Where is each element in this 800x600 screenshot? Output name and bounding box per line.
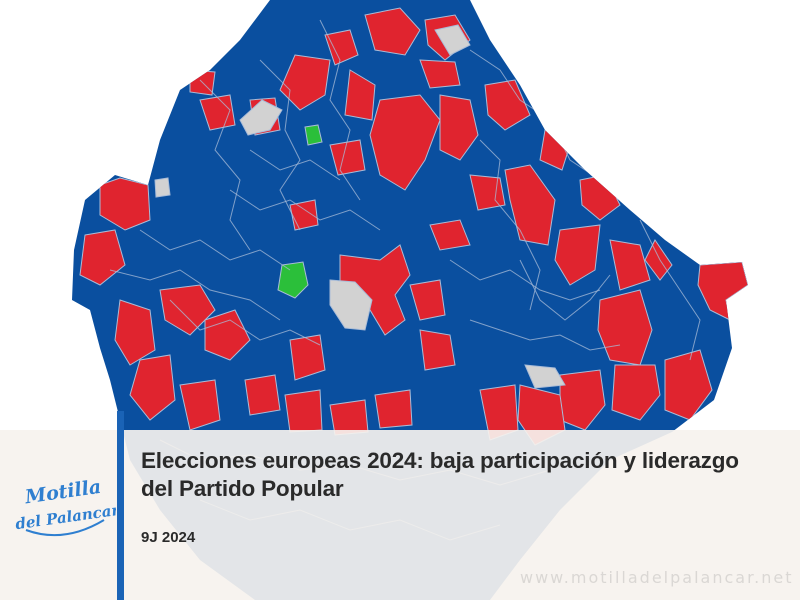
municipality-red-26 [419,329,456,371]
border-line-12 [519,259,611,321]
site-watermark: www.motilladelpalancar.net [520,568,794,587]
border-line-4 [479,139,541,311]
municipality-red-7 [419,59,461,89]
municipality-red-6 [439,94,479,161]
municipality-green-45 [277,261,309,299]
border-line-9 [469,319,621,351]
municipality-red-37 [99,177,151,231]
border-line-6 [109,269,281,321]
border-line-8 [449,259,601,301]
municipality-red-8 [484,79,531,131]
municipality-red-14 [554,224,601,286]
logo-text-primary: Motilla [23,476,103,509]
municipality-red-0 [364,7,421,56]
municipality-red-3 [279,54,331,111]
municipality-red-12 [429,219,471,251]
municipality-red-34 [284,389,323,433]
municipality-red-30 [129,354,176,421]
border-line-1 [259,59,301,231]
border-line-11 [249,149,341,181]
border-line-2 [319,19,361,201]
municipality-red-10 [504,164,556,246]
municipality-green-44 [304,124,323,146]
municipality-red-5 [369,94,441,191]
border-line-13 [639,219,701,361]
article-headline[interactable]: Elecciones europeas 2024: baja participa… [141,448,739,501]
border-line-5 [139,229,291,271]
municipality-red-43 [289,199,319,231]
border-line-0 [199,79,251,251]
article-date: 9J 2024 [141,529,196,546]
logo-swoosh [25,519,105,537]
municipality-red-15 [609,239,651,291]
title-band [0,430,800,600]
municipality-red-25 [409,279,446,321]
municipality-no_data-47 [239,99,283,136]
municipality-red-36 [374,389,413,429]
municipality-red-32 [289,334,326,381]
municipality-red-42 [329,139,366,176]
municipality-red-20 [664,349,713,421]
border-line-10 [169,299,321,346]
border-line-7 [229,189,381,231]
municipality-no_data-49 [329,279,373,331]
municipality-no_data-50 [524,364,566,389]
municipality-red-31 [179,379,221,431]
municipality-red-28 [204,309,251,361]
municipality-red-33 [244,374,281,416]
logo: Motilla del Palancar [14,476,116,537]
municipality-no_data-48 [154,177,171,198]
accent-bar [117,411,124,600]
municipality-borders [109,19,701,541]
municipality-red-29 [114,299,156,366]
municipality-red-4 [344,69,376,121]
municipality-no_data-46 [434,24,471,56]
municipality-red-19 [611,364,661,421]
municipality-red-27 [159,284,216,336]
municipality-red-2 [324,29,359,66]
municipality-red-16 [644,239,673,281]
